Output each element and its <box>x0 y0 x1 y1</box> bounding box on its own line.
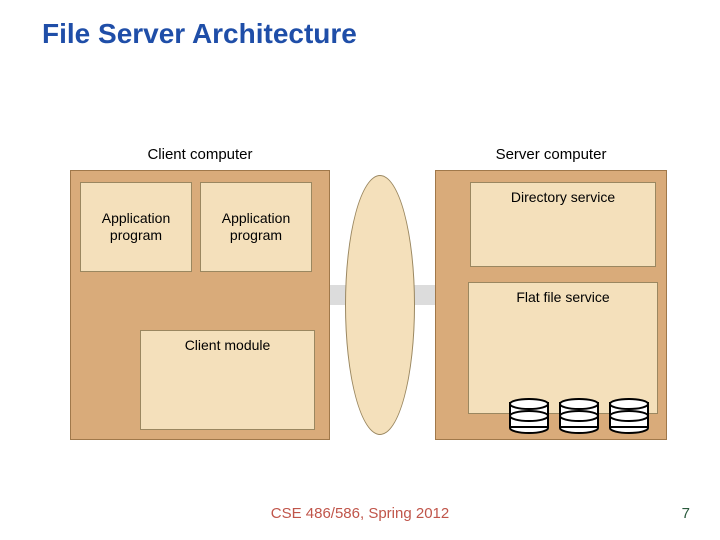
page-title: File Server Architecture <box>42 18 357 50</box>
server-computer-label: Server computer <box>435 146 667 163</box>
footer-text-wrap: CSE 486/586, Spring 2012 <box>0 505 720 522</box>
disk-icon <box>508 398 550 434</box>
directory-service-label: Directory service <box>511 189 615 206</box>
network-ellipse <box>345 175 415 435</box>
application-program-1-label: Application program <box>81 210 191 244</box>
application-program-2: Application program <box>200 182 312 272</box>
flat-file-service-label: Flat file service <box>516 289 609 306</box>
disk-icon <box>608 398 650 434</box>
directory-service-box: Directory service <box>470 182 656 267</box>
page-number: 7 <box>682 505 690 522</box>
client-module-box: Client module <box>140 330 315 430</box>
flat-file-service-box: Flat file service <box>468 282 658 414</box>
footer-text: CSE 486/586, Spring 2012 <box>271 505 449 522</box>
disk-icon <box>558 398 600 434</box>
application-program-2-label: Application program <box>201 210 311 244</box>
application-program-1: Application program <box>80 182 192 272</box>
client-module-label: Client module <box>185 337 271 354</box>
client-computer-label: Client computer <box>70 146 330 163</box>
title-text: File Server Architecture <box>42 18 357 49</box>
